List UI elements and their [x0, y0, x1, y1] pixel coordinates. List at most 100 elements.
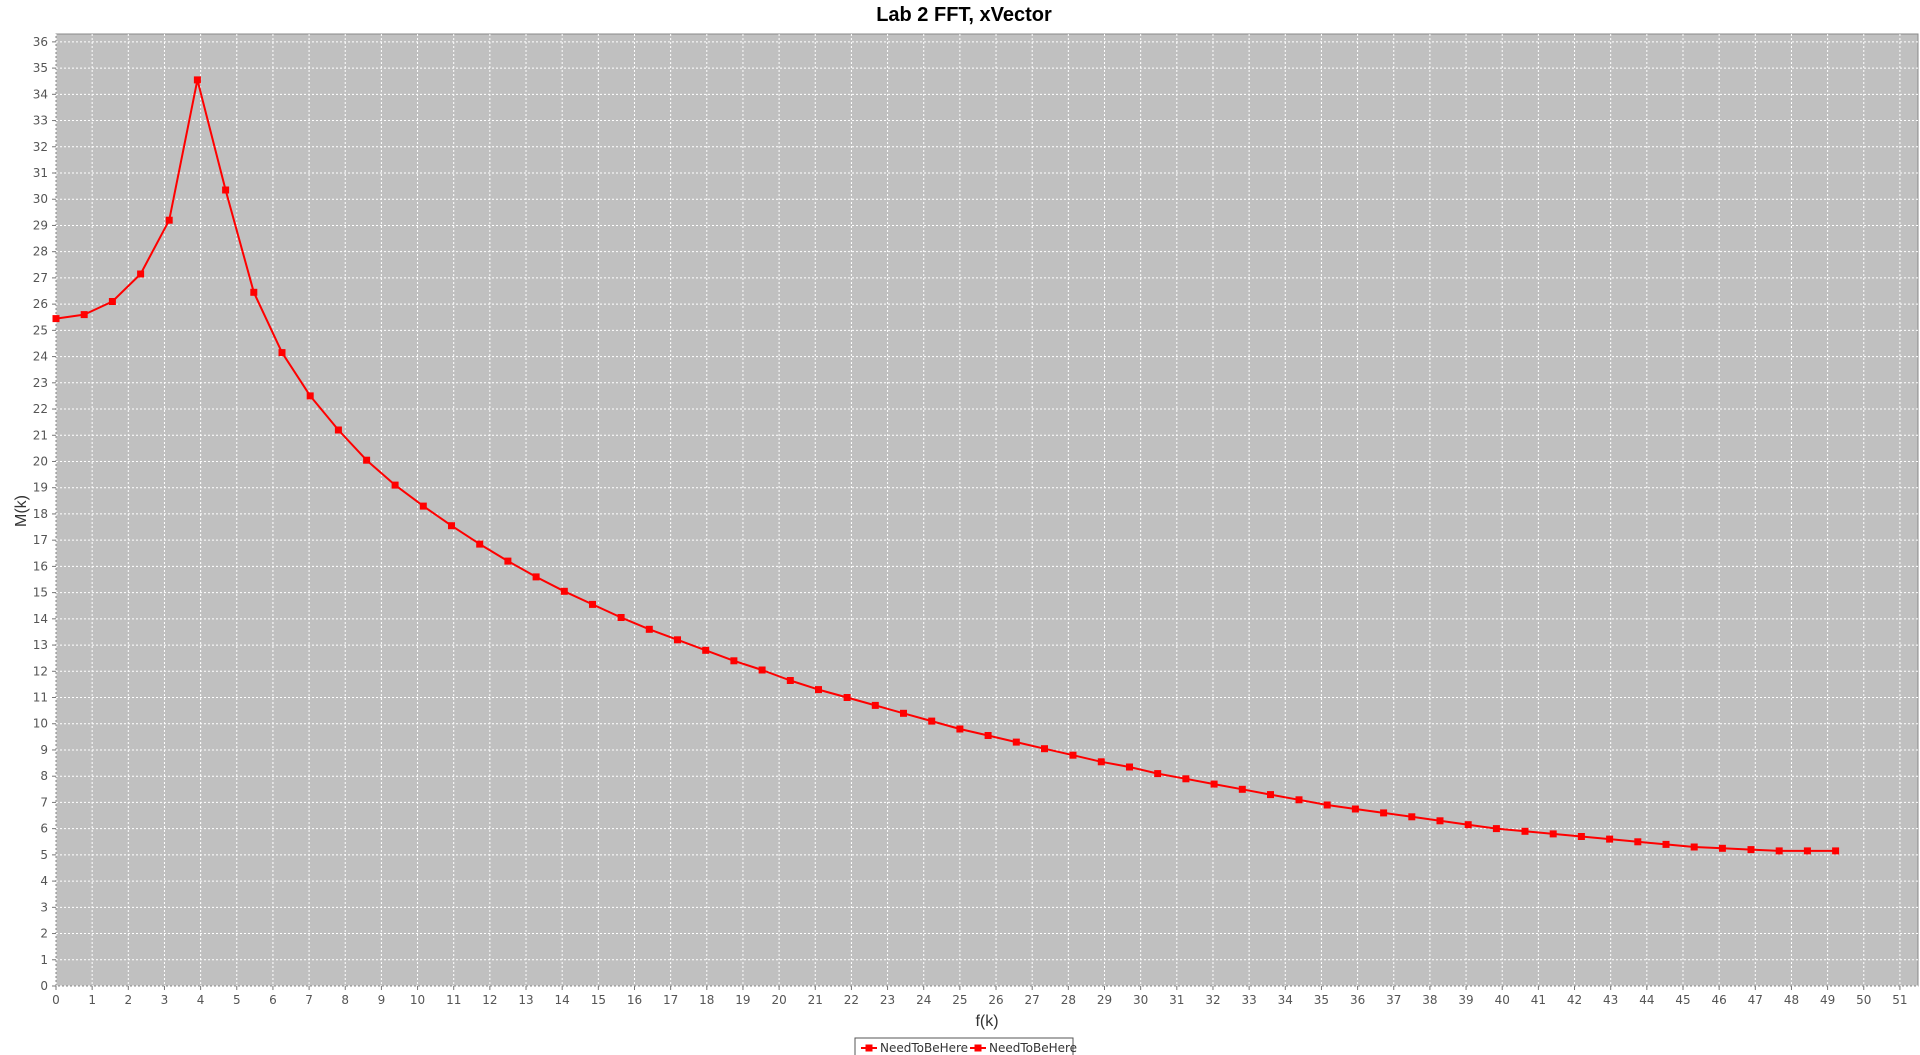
- x-tick-label: 51: [1892, 993, 1907, 1007]
- data-point: [1041, 745, 1048, 753]
- data-point: [674, 636, 681, 644]
- x-tick-label: 3: [161, 993, 169, 1007]
- x-tick-label: 23: [880, 993, 895, 1007]
- data-point: [1436, 817, 1444, 825]
- legend-swatch-marker: [974, 1044, 982, 1052]
- x-tick-label: 38: [1422, 993, 1437, 1007]
- data-point: [730, 657, 738, 665]
- data-point: [137, 270, 145, 278]
- x-tick-label: 49: [1820, 993, 1835, 1007]
- y-tick-label: 36: [33, 35, 48, 49]
- x-tick-label: 5: [233, 993, 241, 1007]
- y-tick-label: 13: [33, 638, 48, 652]
- y-tick-label: 20: [33, 454, 48, 468]
- y-tick-label: 11: [33, 691, 48, 705]
- data-point: [1549, 830, 1557, 838]
- x-tick-label: 35: [1314, 993, 1329, 1007]
- x-axis-label: f(k): [975, 1013, 998, 1030]
- y-tick-label: 21: [33, 428, 48, 442]
- data-point: [1210, 780, 1218, 788]
- x-tick-label: 15: [591, 993, 606, 1007]
- data-point: [1012, 738, 1020, 746]
- x-tick-label: 34: [1278, 993, 1293, 1007]
- x-tick-label: 6: [269, 993, 277, 1007]
- data-point: [1323, 801, 1331, 809]
- data-point: [1182, 775, 1190, 783]
- x-tick-label: 25: [952, 993, 967, 1007]
- data-point: [1267, 791, 1274, 799]
- x-tick-label: 45: [1675, 993, 1690, 1007]
- x-tick-label: 37: [1386, 993, 1401, 1007]
- data-point: [786, 677, 794, 684]
- data-point: [645, 625, 653, 633]
- data-point: [193, 76, 201, 84]
- y-tick-label: 29: [33, 218, 48, 232]
- y-tick-label: 32: [33, 140, 48, 154]
- x-tick-label: 11: [446, 993, 461, 1007]
- data-point: [1154, 770, 1162, 778]
- data-point: [1492, 825, 1500, 833]
- data-point: [1747, 846, 1755, 854]
- data-point: [1295, 796, 1303, 804]
- data-point: [1662, 840, 1670, 848]
- legend-label: NeedToBeHere: [989, 1041, 1077, 1055]
- data-point: [928, 717, 936, 725]
- y-tick-label: 24: [33, 350, 48, 364]
- data-point: [1097, 758, 1105, 766]
- x-tick-label: 29: [1097, 993, 1112, 1007]
- data-point: [1238, 785, 1246, 793]
- x-tick-label: 26: [988, 993, 1003, 1007]
- data-point: [900, 709, 907, 717]
- data-point: [1464, 821, 1472, 829]
- x-tick-label: 18: [699, 993, 714, 1007]
- y-tick-label: 6: [40, 822, 48, 836]
- data-point: [306, 392, 314, 400]
- x-tick-label: 13: [518, 993, 533, 1007]
- y-tick-label: 7: [40, 795, 48, 809]
- data-point: [1775, 847, 1783, 855]
- y-tick-label: 1: [40, 953, 48, 967]
- y-tick-label: 5: [40, 848, 48, 862]
- x-tick-label: 43: [1603, 993, 1618, 1007]
- x-tick-label: 31: [1169, 993, 1184, 1007]
- data-point: [52, 315, 60, 323]
- x-tick-label: 48: [1784, 993, 1799, 1007]
- y-tick-label: 8: [40, 769, 48, 783]
- x-tick-label: 40: [1495, 993, 1510, 1007]
- x-tick-label: 44: [1639, 993, 1654, 1007]
- data-point: [702, 646, 710, 654]
- x-tick-label: 4: [197, 993, 205, 1007]
- plot-area: [55, 33, 1919, 987]
- y-tick-label: 26: [33, 297, 48, 311]
- series-layer: [52, 76, 1840, 855]
- x-tick-label: 0: [52, 993, 60, 1007]
- x-tick-label: 42: [1567, 993, 1582, 1007]
- legend-box: [854, 1037, 1074, 1055]
- data-point: [1718, 844, 1726, 852]
- x-tick-label: 46: [1712, 993, 1727, 1007]
- x-tick-label: 30: [1133, 993, 1148, 1007]
- data-point: [1069, 751, 1077, 759]
- y-tick-label: 2: [40, 927, 48, 941]
- data-point: [476, 540, 484, 548]
- data-point: [1803, 847, 1811, 855]
- data-point: [1521, 827, 1529, 835]
- data-point: [532, 573, 540, 581]
- data-point: [1606, 835, 1614, 843]
- x-tick-label: 27: [1025, 993, 1040, 1007]
- y-tick-label: 15: [33, 586, 48, 600]
- legend: NeedToBeHere NeedToBeHere: [854, 1037, 1077, 1055]
- data-point: [956, 725, 964, 733]
- data-point: [843, 694, 851, 701]
- data-point: [80, 311, 88, 319]
- data-point: [871, 701, 879, 709]
- y-tick-label: 31: [33, 166, 48, 180]
- x-tick-label: 50: [1856, 993, 1871, 1007]
- x-axis: 0 1 2 3 4 5 6 7 8 9 10 11 12 13 14 15 16 17 18 19 20 21 22 23 24…: [52, 986, 1908, 1007]
- x-tick-label: 10: [410, 993, 425, 1007]
- data-point: [1832, 847, 1840, 855]
- x-tick-label: 16: [627, 993, 642, 1007]
- x-tick-label: 7: [305, 993, 313, 1007]
- y-tick-label: 4: [40, 874, 48, 888]
